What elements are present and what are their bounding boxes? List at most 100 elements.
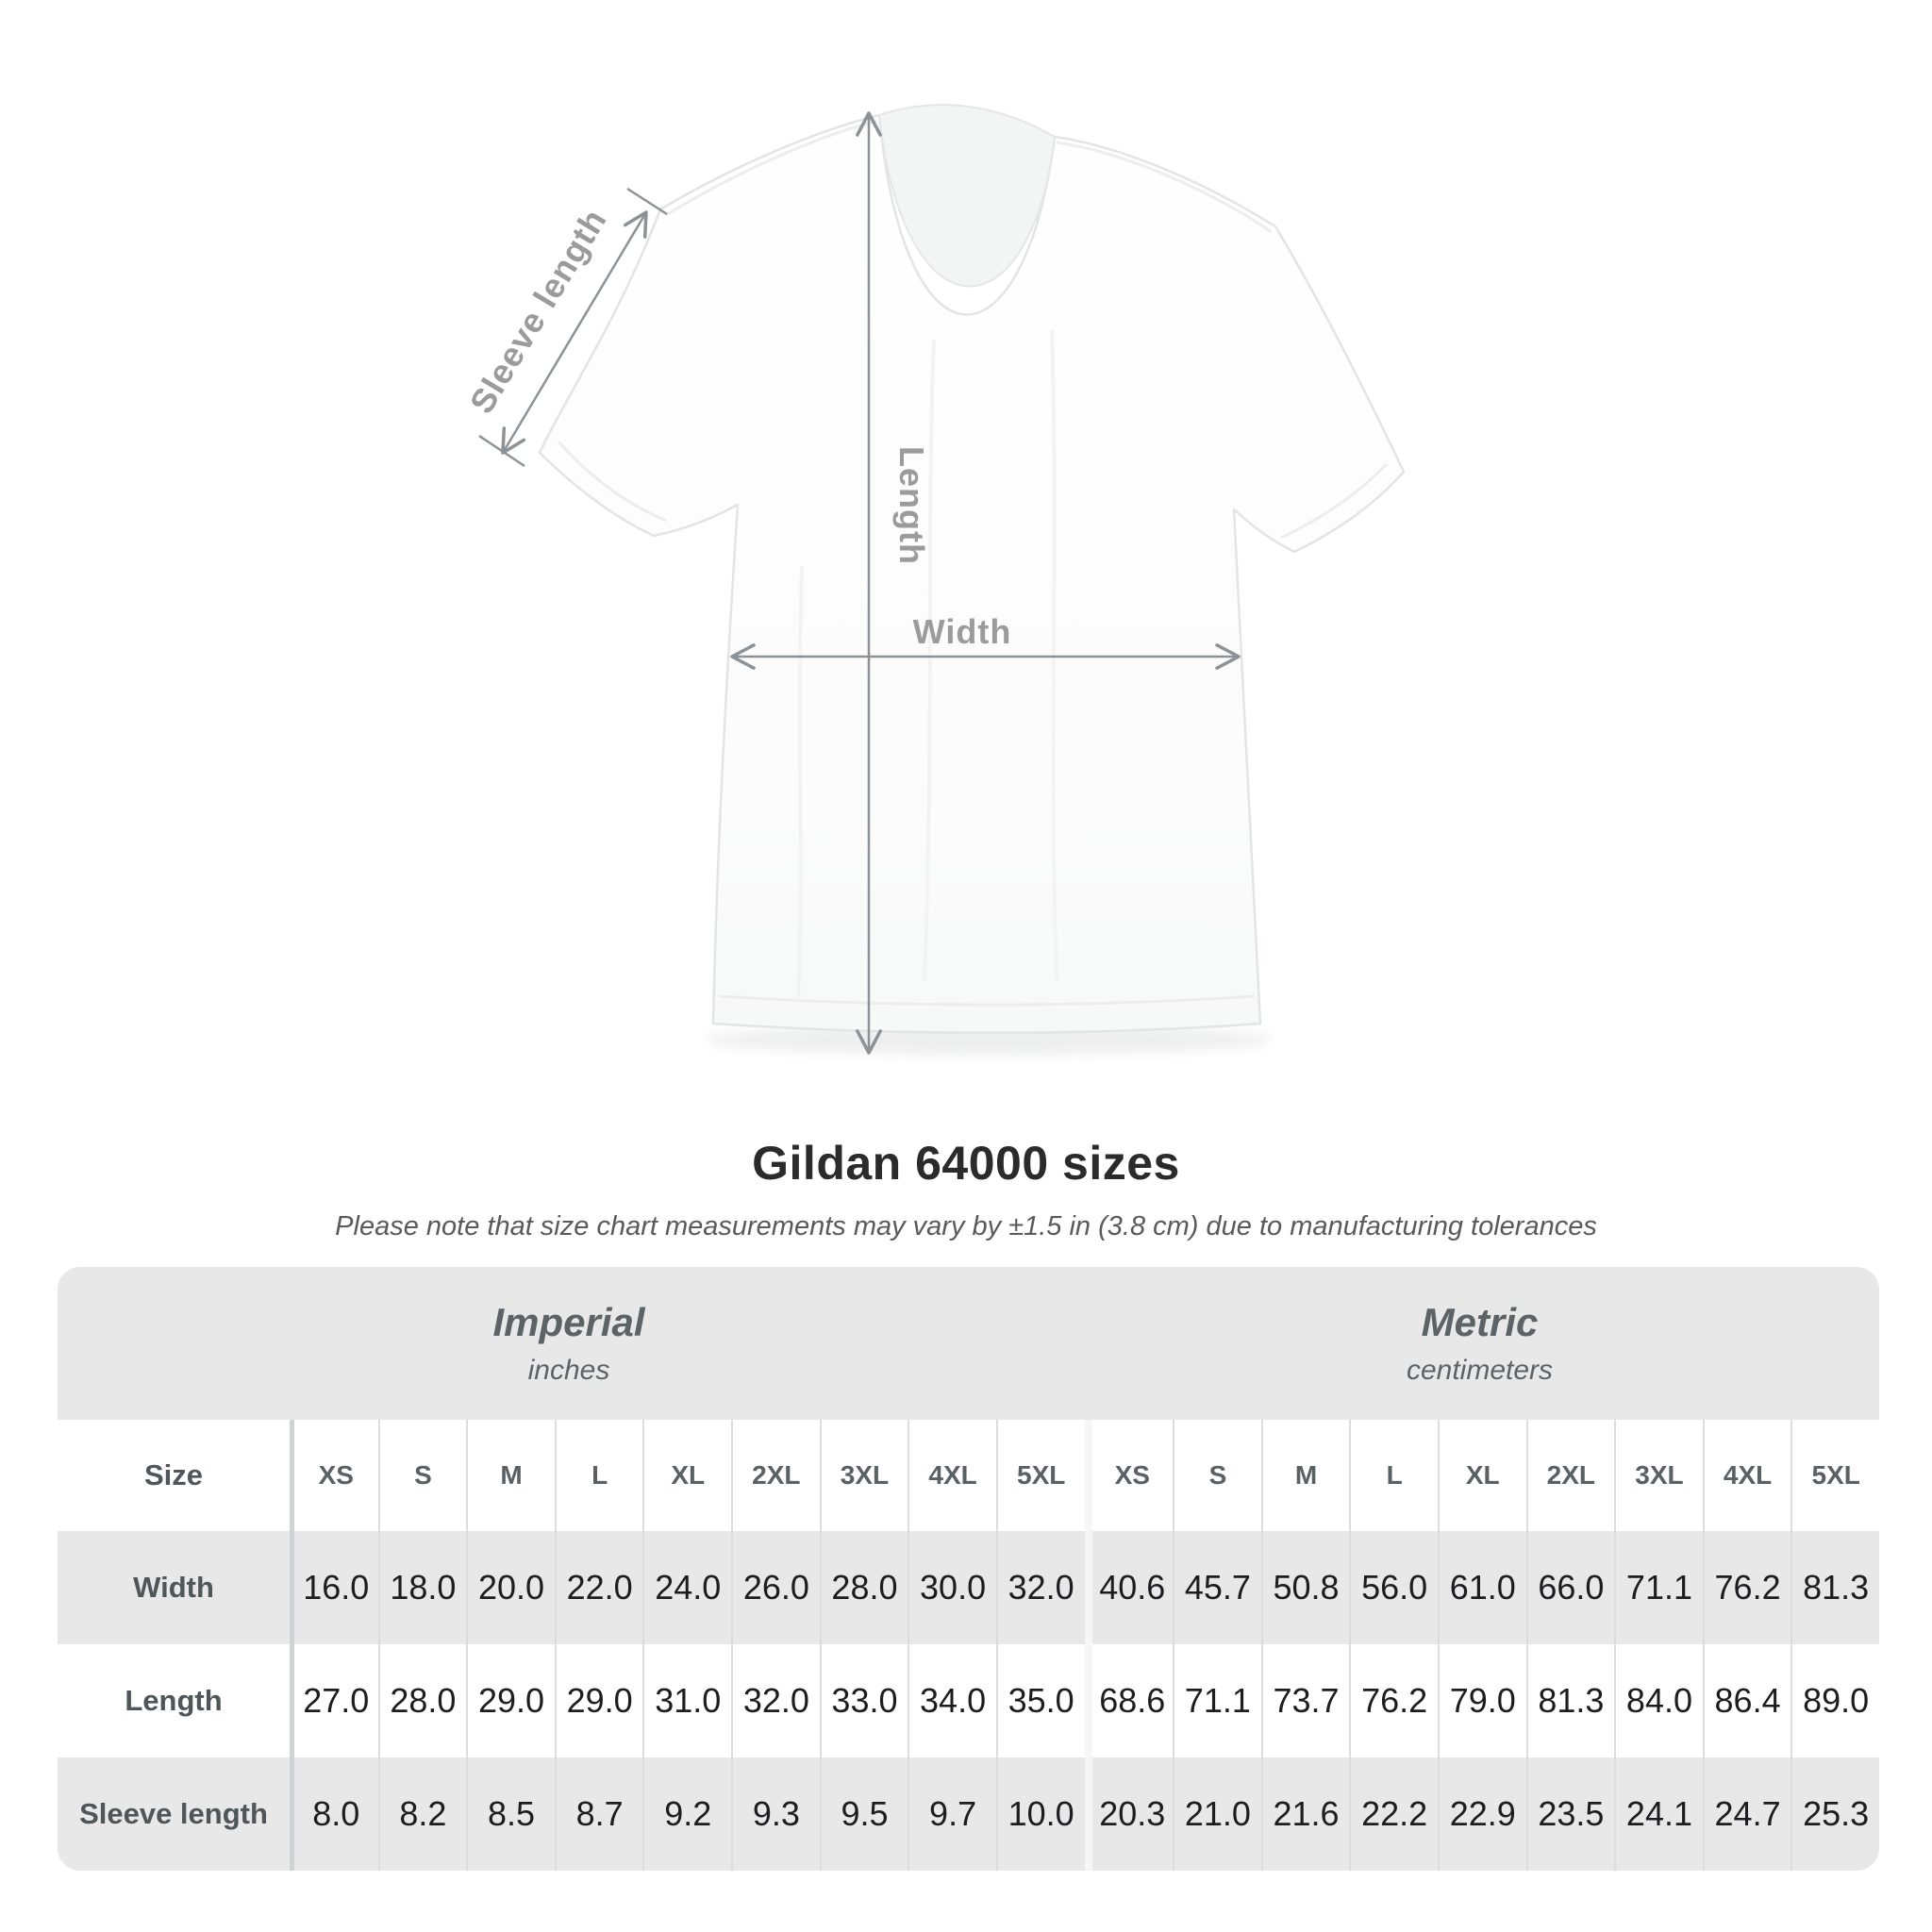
width-label: Width (913, 612, 1012, 651)
measurement-value-metric: 81.3 (1790, 1531, 1879, 1644)
measurement-row: Width 16.0 18.0 20.0 22.0 24.0 26.0 28.0 30.0 32.… (58, 1531, 1879, 1644)
measurement-value-imperial: 8.5 (466, 1757, 555, 1871)
measurement-row-label: Length (125, 1684, 223, 1717)
measurement-value-imperial: 16.0 (290, 1531, 378, 1644)
size-column-header-metric: 2XL (1525, 1420, 1615, 1531)
measurement-value-metric: 71.1 (1614, 1531, 1703, 1644)
measurement-value-imperial: 31.0 (642, 1644, 731, 1757)
measurement-value-metric: 79.0 (1437, 1644, 1526, 1757)
measurement-value-imperial: 28.0 (377, 1644, 467, 1757)
size-column-header-metric: XS (1084, 1420, 1174, 1531)
measurement-value-imperial: 18.0 (377, 1531, 467, 1644)
size-column-header-metric: S (1173, 1420, 1261, 1531)
imperial-section-unit: inches (527, 1355, 610, 1386)
size-column-header-metric: L (1349, 1420, 1438, 1531)
shirt-shadow (706, 1024, 1272, 1055)
tshirt-photo (538, 113, 1406, 1034)
measurement-value-metric: 81.3 (1525, 1644, 1615, 1757)
size-column-header-metric: M (1260, 1420, 1350, 1531)
measurement-value-metric: 24.7 (1702, 1757, 1791, 1871)
measurement-value-metric: 45.7 (1173, 1531, 1261, 1644)
size-column-header-imperial: L (554, 1420, 643, 1531)
length-label: Length (892, 446, 931, 565)
size-header-row: Size XS S M L XL 2XL 3XL 4XL 5XL XS S M L XL 2XL 3XL 4XL 5… (58, 1420, 1879, 1531)
measurement-value-metric: 76.2 (1349, 1644, 1438, 1757)
measurement-value-imperial: 22.0 (554, 1531, 643, 1644)
measurement-row-label: Sleeve length (79, 1797, 268, 1830)
sleeve-dimension-tick-bottom (478, 434, 525, 468)
measurement-value-imperial: 9.5 (819, 1757, 908, 1871)
size-corner-label: Size (143, 1458, 204, 1491)
measurement-value-imperial: 10.0 (995, 1757, 1085, 1871)
collar-opening (877, 104, 1057, 288)
measurement-value-metric: 61.0 (1437, 1531, 1526, 1644)
measurement-value-imperial: 27.0 (290, 1644, 378, 1757)
tshirt-measurement-diagram: Sleeve length Length Width (462, 104, 1406, 1055)
size-column-header-metric: 3XL (1614, 1420, 1703, 1531)
measurement-row: Sleeve length 8.0 8.2 8.5 8.7 9.2 9.3 9.5 9.7 10.… (58, 1757, 1879, 1871)
measurement-value-imperial: 26.0 (731, 1531, 820, 1644)
size-table-body: Size XS S M L XL 2XL 3XL 4XL 5XL XS S M L XL 2XL 3XL 4XL 5… (58, 1420, 1879, 1871)
size-column-header-imperial: XL (642, 1420, 731, 1531)
measurement-value-metric: 40.6 (1084, 1531, 1174, 1644)
measurement-value-imperial: 32.0 (995, 1531, 1085, 1644)
sleeve-length-arrow (501, 210, 648, 455)
sleeve-dimension-tick-top (626, 187, 668, 216)
measurement-value-imperial: 24.0 (642, 1531, 731, 1644)
measurement-value-imperial: 28.0 (819, 1531, 908, 1644)
imperial-section-header: Imperial inches (58, 1267, 1080, 1420)
measurement-value-metric: 73.7 (1260, 1644, 1350, 1757)
measurement-value-imperial: 35.0 (995, 1644, 1085, 1757)
measurement-value-imperial: 8.0 (290, 1757, 378, 1871)
measurement-value-imperial: 8.2 (377, 1757, 467, 1871)
measurement-value-metric: 56.0 (1349, 1531, 1438, 1644)
measurement-value-imperial: 9.7 (908, 1757, 996, 1871)
size-column-header-imperial: 4XL (908, 1420, 996, 1531)
measurement-value-metric: 50.8 (1260, 1531, 1350, 1644)
measurement-row: Length 27.0 28.0 29.0 29.0 31.0 32.0 33.0 34.0 35… (58, 1644, 1879, 1757)
measurement-value-metric: 22.9 (1437, 1757, 1526, 1871)
size-column-header-metric: 5XL (1790, 1420, 1879, 1531)
size-column-header-imperial: S (377, 1420, 467, 1531)
shirt-seams (557, 119, 1389, 1007)
measurement-value-metric: 21.0 (1173, 1757, 1261, 1871)
size-column-header-imperial: XS (290, 1420, 378, 1531)
metric-section-unit: centimeters (1406, 1355, 1554, 1386)
size-table: Imperial inches Metric centimeters Size X… (58, 1267, 1879, 1871)
measurement-value-imperial: 29.0 (554, 1644, 643, 1757)
size-column-header-metric: 4XL (1702, 1420, 1791, 1531)
measurement-value-imperial: 9.3 (731, 1757, 820, 1871)
size-column-header-imperial: 3XL (819, 1420, 908, 1531)
measurement-value-metric: 22.2 (1349, 1757, 1438, 1871)
size-column-header-imperial: 2XL (731, 1420, 820, 1531)
measurement-value-metric: 71.1 (1173, 1644, 1261, 1757)
measurement-value-imperial: 30.0 (908, 1531, 996, 1644)
metric-section-header: Metric centimeters (1080, 1267, 1879, 1420)
measurement-value-metric: 89.0 (1790, 1644, 1879, 1757)
tolerance-note: Please note that size chart measurements… (335, 1211, 1597, 1241)
unit-header-row: Imperial inches Metric centimeters (58, 1267, 1879, 1420)
size-column-header-imperial: M (466, 1420, 555, 1531)
measurement-value-metric: 24.1 (1614, 1757, 1703, 1871)
measurement-value-metric: 66.0 (1525, 1531, 1615, 1644)
metric-section-title: Metric (1421, 1300, 1539, 1344)
measurement-value-imperial: 8.7 (554, 1757, 643, 1871)
measurement-value-metric: 23.5 (1525, 1757, 1615, 1871)
measurement-value-metric: 21.6 (1260, 1757, 1350, 1871)
measurement-value-metric: 86.4 (1702, 1644, 1791, 1757)
measurement-value-imperial: 33.0 (819, 1644, 908, 1757)
measurement-value-metric: 84.0 (1614, 1644, 1703, 1757)
size-column-header-imperial: 5XL (995, 1420, 1085, 1531)
imperial-section-title: Imperial (492, 1300, 645, 1344)
measurement-value-metric: 76.2 (1702, 1531, 1791, 1644)
measurement-value-metric: 68.6 (1084, 1644, 1174, 1757)
measurement-value-imperial: 29.0 (466, 1644, 555, 1757)
measurement-value-imperial: 20.0 (466, 1531, 555, 1644)
size-column-header-metric: XL (1437, 1420, 1526, 1531)
measurement-value-metric: 20.3 (1084, 1757, 1174, 1871)
measurement-row-label: Width (133, 1571, 214, 1604)
measurement-value-metric: 25.3 (1790, 1757, 1879, 1871)
measurement-value-imperial: 34.0 (908, 1644, 996, 1757)
measurement-value-imperial: 32.0 (731, 1644, 820, 1757)
